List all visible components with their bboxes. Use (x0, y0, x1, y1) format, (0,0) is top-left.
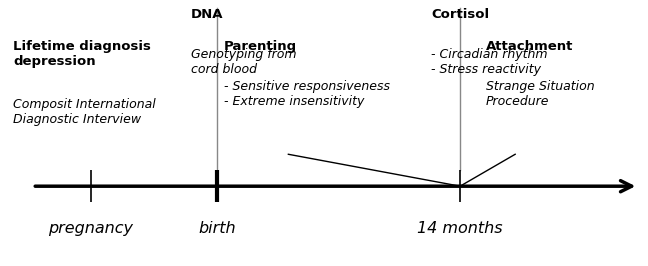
Text: Strange Situation
Procedure: Strange Situation Procedure (486, 80, 595, 108)
Text: - Sensitive responsiveness
- Extreme insensitivity: - Sensitive responsiveness - Extreme ins… (224, 80, 389, 108)
Text: Genotyping from
cord blood: Genotyping from cord blood (191, 48, 297, 76)
Text: 14 months: 14 months (417, 221, 503, 236)
Text: Attachment: Attachment (486, 40, 573, 53)
Text: DNA: DNA (191, 8, 224, 21)
Text: birth: birth (198, 221, 236, 236)
Text: - Circadian rhythm
- Stress reactivity: - Circadian rhythm - Stress reactivity (431, 48, 548, 76)
Text: Cortisol: Cortisol (431, 8, 489, 21)
Text: Parenting: Parenting (224, 40, 297, 53)
Text: Lifetime diagnosis
depression: Lifetime diagnosis depression (13, 40, 151, 68)
Text: pregnancy: pregnancy (48, 221, 133, 236)
Text: Composit International
Diagnostic Interview: Composit International Diagnostic Interv… (13, 98, 156, 126)
